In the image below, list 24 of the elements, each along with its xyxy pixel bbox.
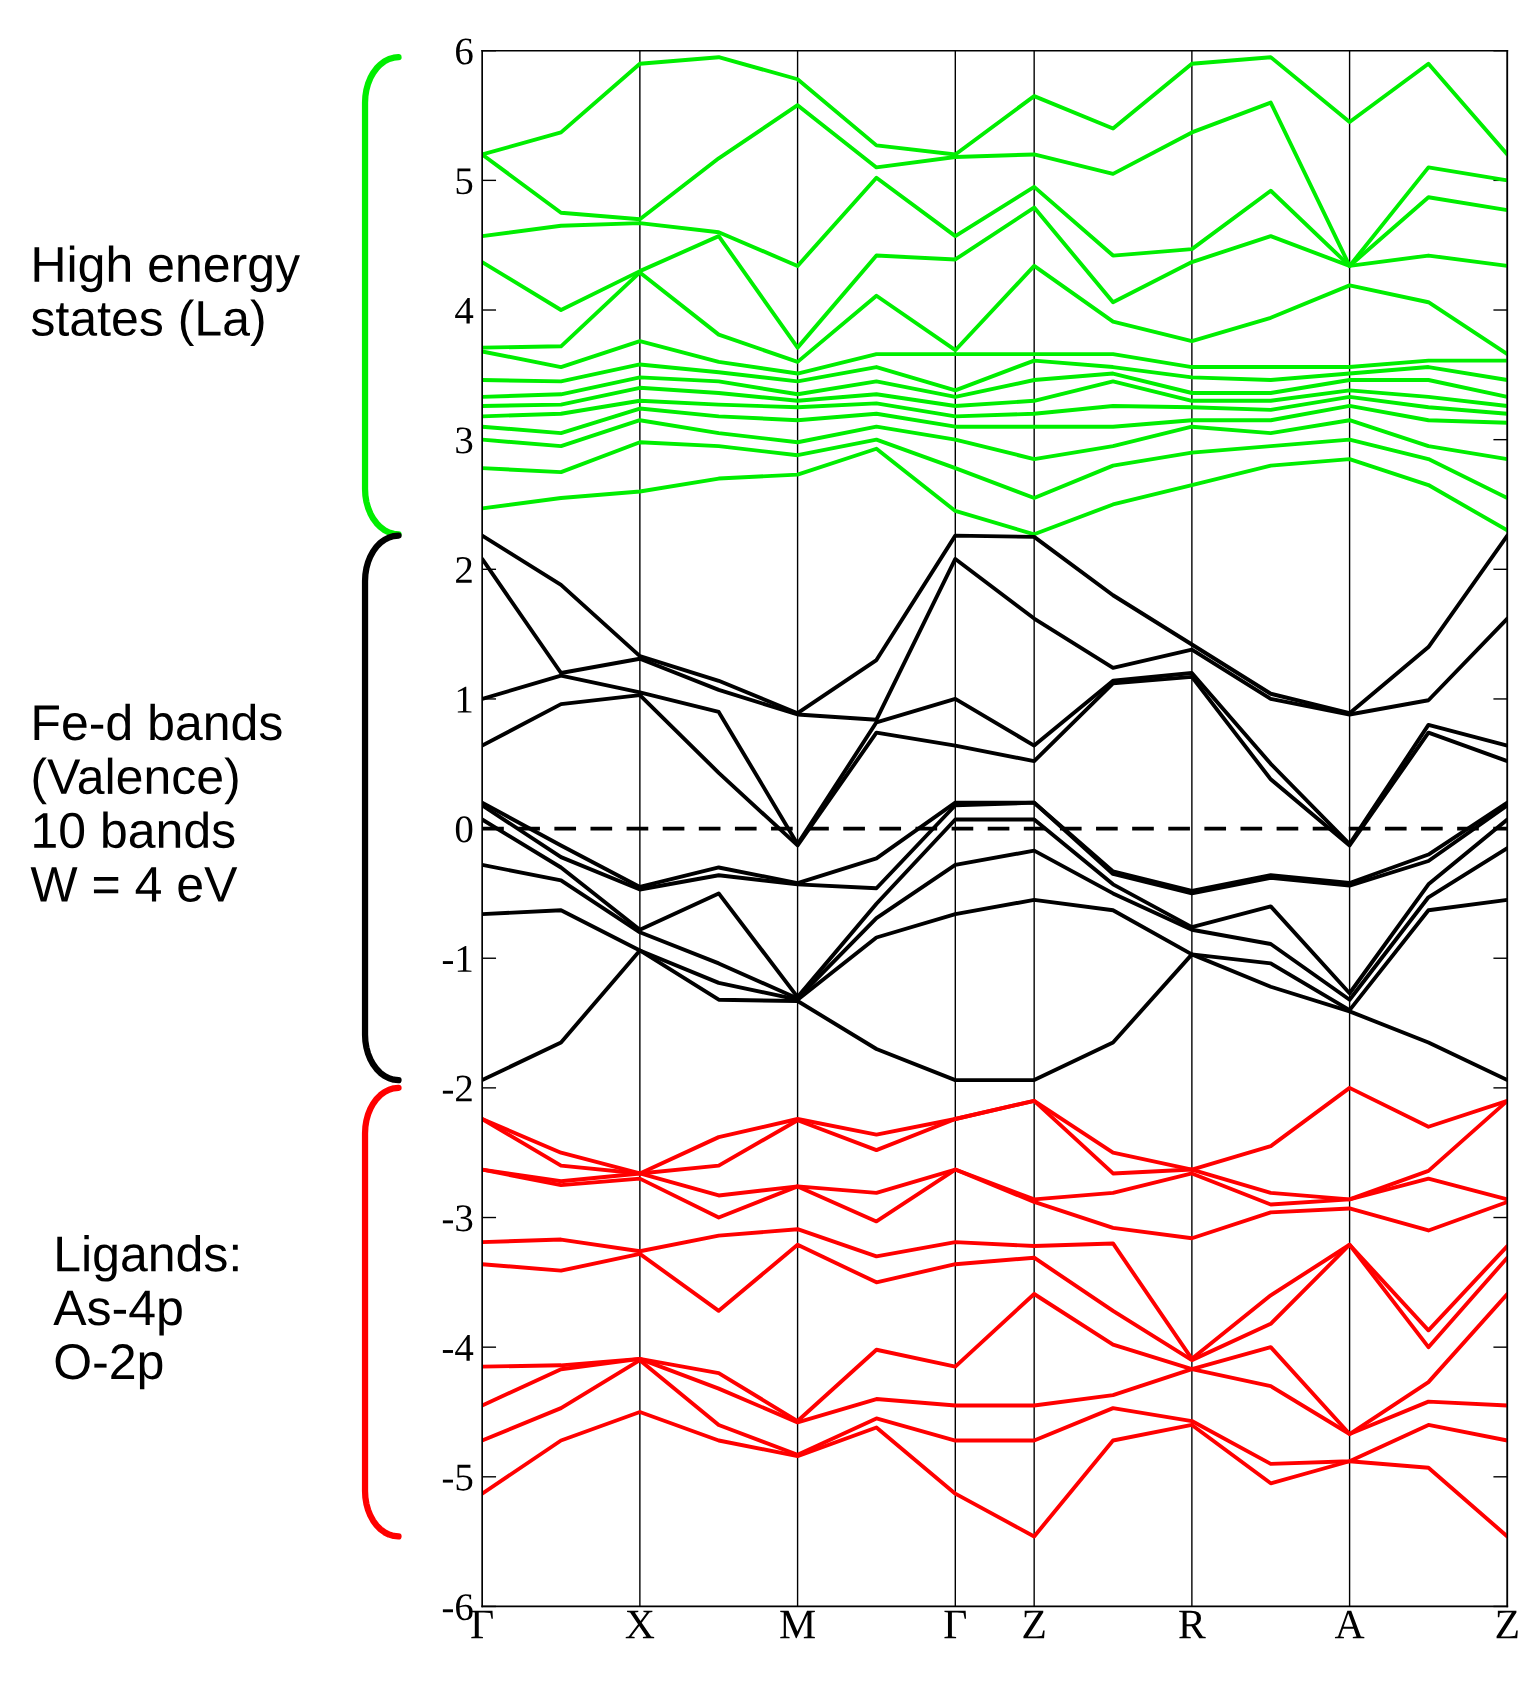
text: High energy states (La) xyxy=(31,245,300,346)
x-tick-label: A xyxy=(1334,1610,1365,1639)
x-tick-label: X xyxy=(625,1610,655,1639)
y-tick-label: -5 xyxy=(442,1464,473,1491)
y-tick-label: -3 xyxy=(442,1205,473,1232)
y-tick-label: 0 xyxy=(455,816,473,843)
y-tick-label: 4 xyxy=(455,297,474,324)
x-tick-label: Γ xyxy=(471,1610,493,1639)
x-tick-label: Z xyxy=(1023,1610,1045,1639)
text: Ligands: As-4p O-2p xyxy=(53,1235,238,1390)
x-tick-label: Z xyxy=(1496,1610,1518,1639)
x-tick-label: Γ xyxy=(944,1610,967,1639)
x-tick-label: M xyxy=(780,1610,815,1639)
y-tick-label: 2 xyxy=(456,557,472,583)
y-tick-label: -2 xyxy=(442,1075,472,1102)
y-tick-label: -6 xyxy=(442,1594,473,1621)
y-tick-label: 5 xyxy=(456,168,473,195)
y-tick-label: -4 xyxy=(442,1335,474,1361)
y-tick-label: 6 xyxy=(456,38,473,65)
text: Fe-d bands (Valence) 10 bands W = 4 eV xyxy=(30,703,282,903)
x-tick-label: R xyxy=(1179,1610,1206,1639)
y-tick-label: -1 xyxy=(442,946,472,972)
y-tick-label: 1 xyxy=(457,686,472,713)
y-tick-label: 3 xyxy=(456,427,473,454)
